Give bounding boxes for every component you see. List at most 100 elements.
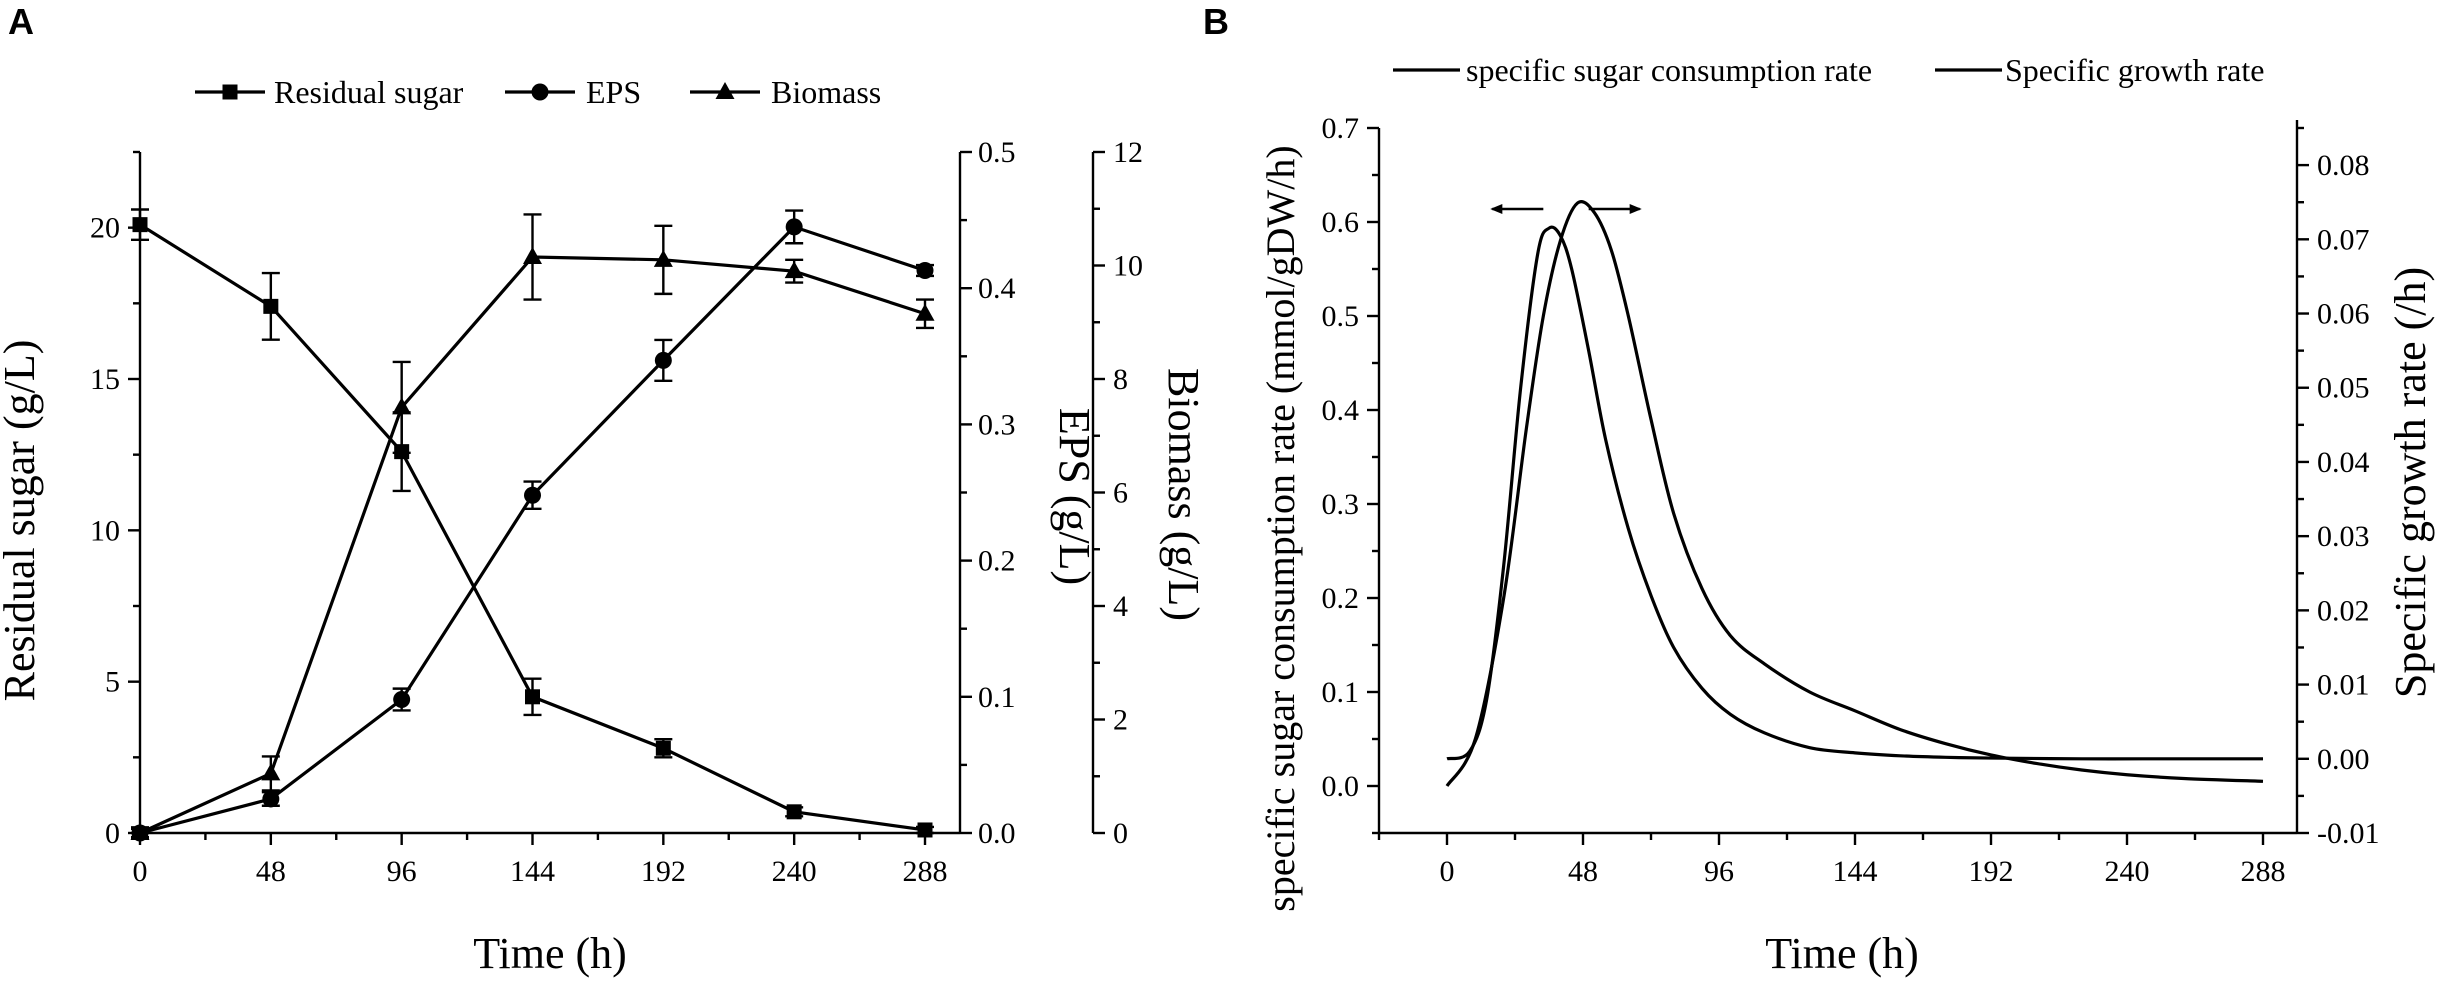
panel-a-x-axis-title: Time (h) [473,929,627,978]
biomass-tick-label: 10 [1113,250,1143,283]
biomass-tick-label: 0 [1113,817,1128,850]
legend-label: Biomass [771,74,881,110]
x-tick-label: 96 [1704,855,1734,888]
data-point [132,217,148,233]
legend-marker [531,83,549,101]
eps-tick-label: 0.3 [978,408,1016,441]
panel-b-x-axis-title: Time (h) [1765,929,1919,978]
eps-tick-label: 0.5 [978,136,1016,169]
data-point [915,303,935,321]
left-tick-label: 10 [90,514,120,547]
left-tick-label: 15 [90,363,120,396]
data-point [261,763,281,781]
eps-tick-label: 0.4 [978,272,1016,305]
left-tick-label: 0.0 [1322,770,1360,803]
x-tick-label: 48 [256,855,286,888]
biomass-tick-label: 4 [1113,590,1128,623]
right-tick-label: 0.05 [2317,372,2370,405]
left-tick-label: 0.1 [1322,676,1360,709]
data-point [784,261,804,279]
panel-b-left-axis-title: specific sugar consumption rate (mmol/gD… [1258,145,1303,911]
series-line [139,255,926,835]
legend-marker [222,84,238,100]
data-point [393,691,411,709]
data-point [786,804,802,820]
panel-a-series [130,208,935,842]
right-tick-label: 0.00 [2317,743,2370,776]
left-tick-label: 0.5 [1322,300,1360,333]
right-tick-label: 0.04 [2317,446,2370,479]
x-tick-label: 288 [903,855,948,888]
panel-a-legend: Residual sugar EPS Biomass [195,74,881,110]
panel-b-letter: B [1203,1,1229,42]
legend-label: Residual sugar [274,74,464,110]
x-tick-label: 288 [2241,855,2286,888]
data-point [524,486,541,504]
series-line [139,225,926,835]
data-point [916,261,934,279]
panel-b-legend: specific sugar consumption rate Specific … [1393,52,2264,88]
x-tick-label: 144 [1833,855,1878,888]
legend-label: specific sugar consumption rate [1466,52,1872,88]
legend-item: specific sugar consumption rate [1393,52,1872,88]
left-tick-label: 0.6 [1322,206,1360,239]
biomass-tick-label: 2 [1113,704,1128,737]
left-tick-label: 5 [105,666,120,699]
x-tick-label: 96 [387,855,417,888]
series-eps [131,209,934,842]
right-tick-label: 0.02 [2317,594,2370,627]
right-tick-label: 0.01 [2317,669,2370,702]
right-tick-label: 0.06 [2317,298,2370,331]
series-specific-growth-rate [1446,225,2264,761]
panel-b-chart: 0 48 96 144 192 240 288 0.0 0.1 0.2 0.3 0.4 0.5 0.6 0.… [1258,52,2435,978]
panel-a-letter: A [8,1,34,42]
panel-b-right-axis-title: Specific growth rate (/h) [2386,267,2435,698]
right-tick-label: 0.07 [2317,223,2370,256]
legend-marker [715,82,735,99]
x-tick-label: 48 [1568,855,1598,888]
legend-item: Biomass [690,74,881,110]
data-point [655,740,671,756]
x-tick-label: 0 [133,855,148,888]
legend-label: Specific growth rate [2005,52,2264,88]
legend-item: Specific growth rate [1935,52,2264,88]
x-tick-label: 240 [2105,855,2150,888]
data-point [263,298,279,314]
x-tick-label: 240 [772,855,817,888]
left-tick-label: 0.4 [1322,394,1360,427]
panel-b-axes: 0 48 96 144 192 240 288 0.0 0.1 0.2 0.3 0.4 0.5 0.6 0.… [1322,112,2380,888]
panel-a-chart: 0 48 96 144 192 240 288 0 5 10 15 20 0.0 0.1 0.2 0.3 0.4… [0,74,1208,978]
x-tick-label: 192 [641,855,686,888]
data-point [392,397,412,415]
right-tick-label: 0.03 [2317,520,2370,553]
eps-tick-label: 0.0 [978,817,1016,850]
series-biomass [130,213,935,840]
left-tick-label: 0.3 [1322,488,1360,521]
panel-a-eps-axis-title: EPS (g/L) [1050,408,1099,585]
eps-tick-label: 0.2 [978,545,1016,578]
eps-tick-label: 0.1 [978,681,1016,714]
right-tick-label: 0.08 [2317,149,2370,182]
data-point [785,218,803,236]
data-point [653,249,673,267]
series-specific-sugar-consumption-rate [1445,200,2264,787]
panel-a-biomass-axis-title: Biomass (g/L) [1159,368,1208,621]
data-point [525,689,540,705]
legend-label: EPS [586,74,641,110]
panel-a-left-axis-title: Residual sugar (g/L) [0,340,44,702]
data-point [262,790,280,808]
data-point [654,351,672,369]
series-residual-sugar [131,208,934,838]
left-tick-label: 20 [90,212,120,245]
biomass-tick-label: 12 [1113,136,1143,169]
data-point [917,822,933,838]
series-line [139,223,926,832]
x-tick-label: 144 [510,855,555,888]
right-tick-label: -0.01 [2317,817,2380,850]
panel-a-axes: 0 48 96 144 192 240 288 0 5 10 15 20 0.0 0.1 0.2 0.3 0.4… [90,136,1143,888]
panel-b-series [1445,200,2264,787]
x-tick-label: 192 [1969,855,2014,888]
data-point [523,246,542,264]
